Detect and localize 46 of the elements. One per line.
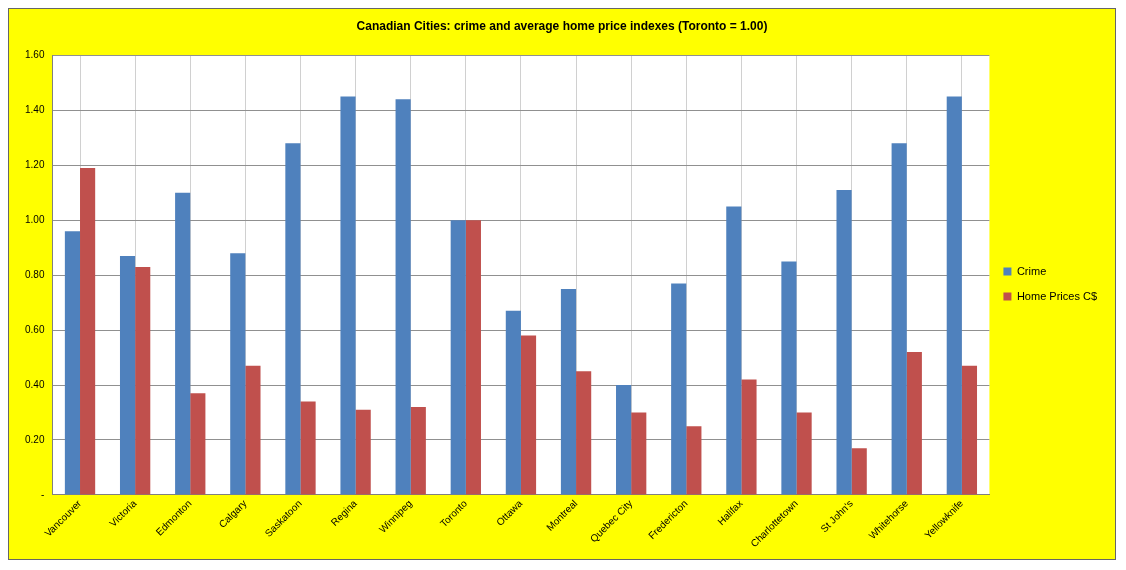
bar [961,365,978,495]
bar [946,96,962,495]
legend-label: Home Prices C$ [1016,289,1097,302]
y-tick-label: 1.40 [24,104,45,116]
bar [851,448,867,495]
bar [836,189,852,495]
bar [300,401,316,495]
bar [80,168,96,495]
legend-label: Crime [1016,264,1047,277]
y-tick-label: - [41,488,45,500]
bar [616,385,632,495]
bar [576,371,592,495]
bar [671,283,687,495]
y-tick-label: 0.40 [24,378,45,390]
bar [726,206,742,495]
bar [285,143,301,495]
bar [355,409,371,495]
bar [465,220,481,495]
bar [175,192,191,495]
bar [340,96,356,495]
bar [560,288,577,495]
bar [119,255,136,495]
y-tick-label: 0.20 [24,433,45,445]
bar [395,99,411,495]
bar [410,406,426,495]
bar [741,379,757,495]
y-tick-label: 1.00 [24,213,45,225]
y-tick-label: 1.60 [24,49,45,61]
bar [245,365,261,495]
bar [781,261,797,495]
bar [796,412,812,495]
bar [230,253,246,495]
bar [906,352,922,495]
bar [891,143,907,495]
bar [135,266,151,495]
y-tick-label: 0.80 [24,268,45,280]
chart-title: Canadian Cities: crime and average home price indexes (Toronto = 1.00) [356,18,768,33]
bar [631,412,647,495]
bar [686,426,702,495]
bar [505,310,521,495]
y-tick-label: 1.20 [24,159,45,171]
y-tick-label: 0.60 [24,323,45,335]
bar [64,231,81,495]
bar [450,220,466,495]
bar [190,393,206,495]
bar [520,335,537,495]
